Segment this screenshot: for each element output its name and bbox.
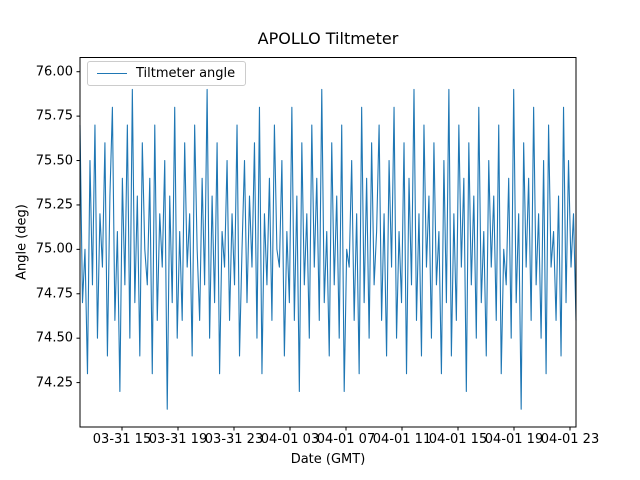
y-tick-label: 75.50 [35, 153, 73, 169]
y-tick-label: 74.75 [35, 286, 73, 302]
chart-title: APOLLO Tiltmeter [257, 29, 399, 48]
x-axis-label: Date (GMT) [290, 452, 366, 467]
data-line [79, 88, 577, 410]
y-tick-label: 75.75 [35, 108, 73, 124]
legend-line-sample [97, 73, 127, 74]
legend: Tiltmeter angle [87, 61, 247, 86]
x-tick-label: 03-31 15 [92, 432, 152, 447]
y-tick-label: 76.00 [35, 64, 73, 80]
x-tick-label: 04-01 11 [372, 432, 432, 447]
legend-label: Tiltmeter angle [136, 66, 236, 81]
x-tick-label: 04-01 19 [484, 432, 544, 447]
x-tick-label: 04-01 03 [260, 432, 320, 447]
y-tick-label: 74.50 [35, 330, 73, 346]
x-tick-label: 03-31 19 [148, 432, 208, 447]
x-tick-label: 03-31 23 [204, 432, 264, 447]
x-tick-label: 04-01 15 [428, 432, 488, 447]
y-axis-label: Angle (deg) [14, 204, 30, 280]
y-tick-label: 75.00 [35, 241, 73, 257]
y-tick-label: 75.25 [35, 197, 73, 213]
x-tick-label: 04-01 23 [540, 432, 600, 447]
axes-border [79, 57, 577, 428]
x-tick-label: 04-01 07 [316, 432, 376, 447]
y-tick-label: 74.25 [35, 375, 73, 391]
